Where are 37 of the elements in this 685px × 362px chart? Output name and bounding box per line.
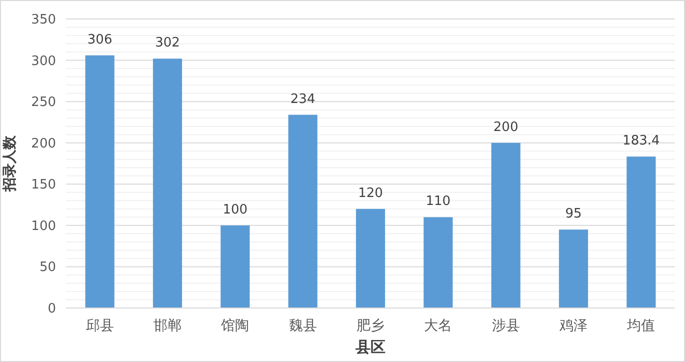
data-label: 95 bbox=[565, 206, 582, 222]
data-label: 183.4 bbox=[622, 134, 660, 149]
x-tick-label: 鸡泽 bbox=[558, 318, 588, 334]
x-tick-label: 邯郸 bbox=[154, 318, 182, 334]
y-tick-label: 100 bbox=[31, 218, 56, 234]
bar bbox=[356, 208, 386, 308]
x-tick-label: 大名 bbox=[424, 318, 452, 334]
bar bbox=[626, 156, 656, 308]
bar bbox=[491, 142, 520, 308]
x-tick-label: 魏县 bbox=[288, 318, 317, 334]
bar bbox=[288, 114, 318, 308]
x-tick-label: 均值 bbox=[626, 318, 656, 334]
x-tick-label: 涉县 bbox=[492, 318, 520, 334]
data-label: 234 bbox=[290, 92, 316, 107]
x-tick-label: 肥乡 bbox=[356, 318, 384, 334]
bar bbox=[152, 58, 182, 308]
y-tick-label: 150 bbox=[31, 178, 56, 193]
y-tick-label: 50 bbox=[39, 260, 56, 276]
y-tick-label: 250 bbox=[31, 95, 56, 110]
bar bbox=[220, 225, 250, 308]
data-label: 306 bbox=[87, 32, 112, 48]
x-tick-label: 邱县 bbox=[86, 318, 114, 334]
y-tick-label: 350 bbox=[31, 12, 56, 28]
y-axis-title: 招录人数 bbox=[2, 134, 18, 192]
bar bbox=[85, 55, 114, 308]
x-tick-label: 馆陶 bbox=[220, 318, 250, 334]
bar bbox=[558, 230, 588, 308]
data-label: 110 bbox=[426, 194, 451, 210]
data-label: 302 bbox=[155, 36, 180, 51]
data-label: 200 bbox=[493, 120, 518, 135]
bar bbox=[424, 217, 453, 308]
y-tick-label: 200 bbox=[31, 136, 56, 152]
y-tick-label: 300 bbox=[31, 54, 56, 69]
data-label: 100 bbox=[222, 202, 248, 218]
x-axis-title: 县区 bbox=[354, 338, 386, 356]
y-tick-label: 0 bbox=[48, 302, 56, 316]
data-label: 120 bbox=[358, 186, 383, 201]
